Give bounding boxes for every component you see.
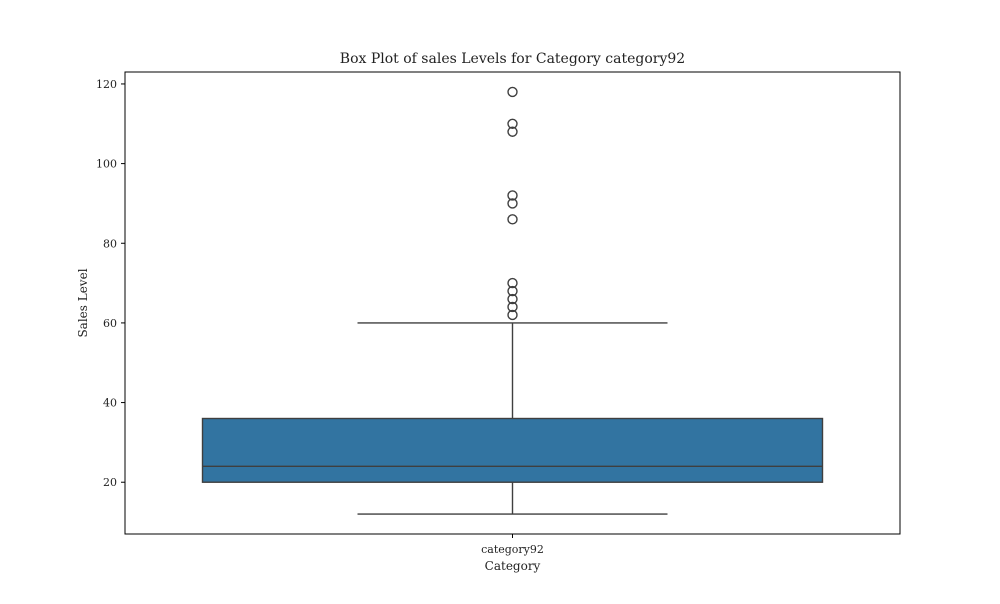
outlier-point — [507, 118, 518, 129]
outlier-point — [507, 285, 518, 297]
box-iqr — [201, 417, 824, 483]
outlier-point — [507, 293, 518, 305]
plot-area — [201, 86, 824, 515]
outlier-point — [507, 301, 518, 313]
outlier-point — [507, 86, 518, 98]
y-axis: 20 40 60 80 100 120 — [96, 78, 125, 489]
y-tick-label: 60 — [103, 317, 117, 330]
y-tick-label: 40 — [103, 397, 117, 410]
outlier-point — [507, 126, 518, 137]
chart-title: Box Plot of sales Levels for Category ca… — [340, 51, 685, 67]
y-tick-label: 20 — [103, 476, 117, 489]
y-tick-label: 120 — [96, 78, 117, 91]
outlier-point — [507, 190, 518, 201]
x-axis: category92 — [481, 534, 544, 556]
outlier-point — [507, 277, 518, 289]
outlier-point — [507, 309, 518, 321]
y-tick-label: 80 — [103, 237, 117, 250]
y-tick-label: 100 — [96, 158, 117, 171]
x-axis-label: Category — [485, 559, 541, 573]
outlier-point — [507, 214, 518, 225]
y-axis-label: Sales Level — [76, 268, 90, 337]
x-tick-label: category92 — [481, 543, 544, 556]
outlier-point — [507, 198, 518, 209]
